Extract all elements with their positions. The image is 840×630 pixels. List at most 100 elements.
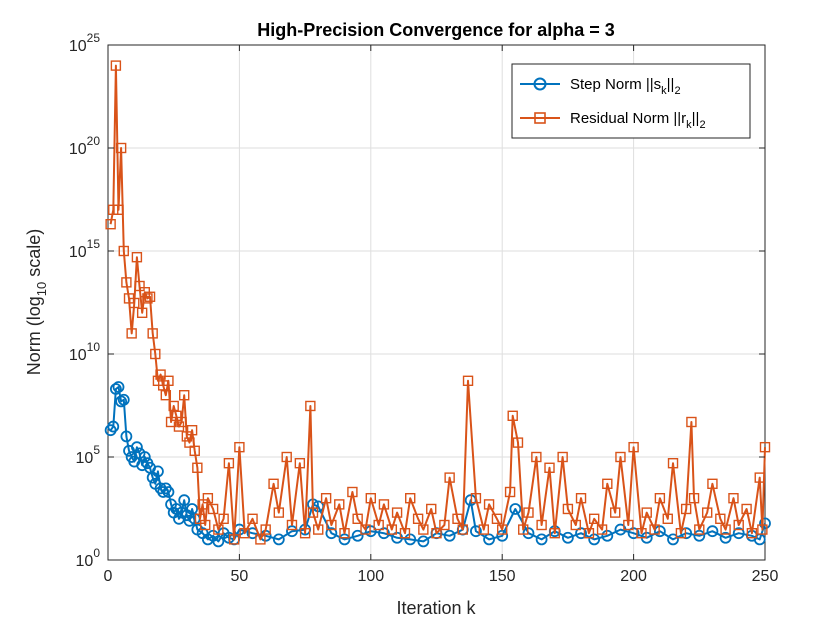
x-axis-label: Iteration k	[396, 598, 476, 618]
data-point	[131, 252, 143, 263]
data-point	[405, 493, 416, 504]
data-point	[653, 525, 666, 538]
data-point	[247, 513, 258, 524]
legend-entry-residual-norm: Residual Norm ||rk||2	[520, 110, 706, 131]
data-point	[457, 524, 468, 535]
x-tick-labels: 0 50 100 150 200 250	[104, 568, 779, 585]
y-tick-base: 10	[69, 38, 87, 55]
data-point	[178, 494, 191, 507]
data-point	[757, 524, 768, 535]
legend-label-step-norm: Step Norm ||sk||2	[570, 76, 681, 97]
data-point	[305, 400, 316, 412]
data-point	[105, 218, 116, 230]
data-point	[378, 499, 390, 510]
data-point	[147, 328, 158, 339]
data-point	[452, 513, 463, 524]
data-point	[202, 493, 214, 504]
data-point	[110, 60, 122, 71]
data-point	[115, 395, 128, 408]
data-point	[686, 416, 697, 428]
legend-residual-sub-2: 2	[699, 119, 705, 131]
legend-residual-pre: Residual Norm ||r	[570, 110, 686, 127]
data-point	[754, 472, 765, 483]
y-tick-base: 10	[76, 553, 94, 570]
y-tick-exponent: 10	[87, 340, 101, 354]
data-point	[120, 430, 133, 443]
data-point	[694, 524, 705, 535]
legend-entry-step-norm: Step Norm ||sk||2	[520, 76, 681, 97]
y-axis-label-sub: 10	[34, 282, 49, 296]
y-tick-base: 10	[76, 450, 94, 467]
chart-title: High-Precision Convergence for alpha = 3	[257, 20, 615, 40]
legend-marker-residual-norm	[534, 112, 546, 124]
series-residual-norm	[105, 60, 771, 545]
data-point	[562, 531, 574, 544]
data-point	[483, 533, 495, 546]
legend-step-mid: ||	[667, 76, 675, 93]
data-point	[504, 486, 516, 498]
data-point	[212, 535, 225, 548]
data-point	[150, 348, 161, 360]
data-point	[615, 451, 626, 463]
y-tick-label: 1015	[69, 237, 100, 261]
data-point	[352, 513, 363, 524]
data-point	[160, 390, 172, 401]
data-point	[129, 297, 140, 309]
data-point	[491, 513, 503, 524]
data-point	[134, 280, 145, 292]
data-point	[444, 472, 455, 483]
data-point	[443, 529, 456, 542]
data-point	[168, 400, 179, 412]
data-point	[347, 486, 358, 498]
data-point	[189, 445, 200, 456]
data-point	[197, 499, 208, 510]
data-point	[313, 524, 324, 535]
data-point	[478, 524, 490, 535]
data-point	[662, 513, 673, 524]
legend-step-pre: Step Norm ||s	[570, 76, 661, 93]
y-tick-exponent: 20	[87, 134, 101, 148]
data-point	[693, 529, 706, 542]
data-point	[378, 527, 390, 540]
data-point	[509, 503, 522, 515]
data-point	[588, 533, 601, 546]
data-point	[680, 503, 692, 515]
data-point	[497, 524, 508, 535]
data-point	[109, 383, 122, 395]
data-point	[163, 375, 174, 387]
y-axis-label-main: Norm (log	[24, 296, 44, 375]
data-point	[507, 410, 518, 421]
y-tick-base: 10	[69, 347, 87, 364]
data-point	[334, 499, 345, 510]
legend-residual-sub-k: k	[686, 119, 692, 131]
data-point	[732, 527, 745, 540]
data-point	[162, 486, 175, 498]
data-point	[228, 534, 240, 545]
data-point	[675, 527, 687, 539]
data-point	[575, 493, 587, 504]
data-point	[364, 525, 377, 538]
data-point	[575, 527, 587, 540]
data-point	[326, 519, 337, 531]
data-point	[733, 519, 744, 531]
data-point	[294, 458, 306, 469]
data-point	[570, 519, 581, 531]
data-point	[667, 533, 679, 546]
data-point	[522, 527, 535, 540]
data-point	[583, 527, 595, 539]
data-point	[720, 524, 731, 535]
data-point	[470, 493, 482, 504]
data-point	[184, 437, 195, 448]
data-point	[431, 527, 442, 539]
data-point	[339, 527, 350, 539]
data-point	[496, 529, 509, 542]
x-tick-label: 0	[104, 568, 113, 585]
data-point	[213, 524, 224, 535]
data-point	[412, 513, 424, 524]
x-tick-label: 250	[752, 568, 779, 585]
data-point	[759, 517, 771, 530]
data-point	[273, 507, 285, 518]
data-point	[610, 507, 621, 518]
data-point	[255, 534, 266, 545]
